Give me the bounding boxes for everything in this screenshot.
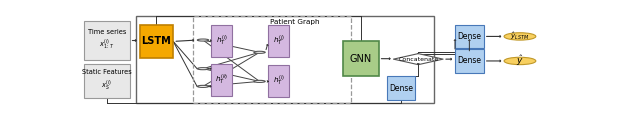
FancyBboxPatch shape [269,25,289,57]
FancyBboxPatch shape [343,41,379,76]
Text: LSTM: LSTM [141,36,172,46]
Text: Time series
$x_{1:T}^{(i)}$: Time series $x_{1:T}^{(i)}$ [88,29,126,52]
Text: Dense: Dense [458,56,481,65]
Circle shape [197,68,209,70]
Polygon shape [394,54,443,65]
Text: $\hat{y}_{LSTM}$: $\hat{y}_{LSTM}$ [510,31,529,42]
Circle shape [254,51,265,53]
FancyBboxPatch shape [84,64,129,98]
Bar [193,16,351,103]
Text: $h_T^{(l)}$: $h_T^{(l)}$ [273,74,285,88]
Circle shape [197,39,209,41]
FancyBboxPatch shape [211,64,232,96]
FancyBboxPatch shape [140,25,173,58]
Text: $h_T^{(i)}$: $h_T^{(i)}$ [216,34,228,48]
FancyBboxPatch shape [387,76,415,100]
Ellipse shape [504,57,536,65]
FancyBboxPatch shape [211,25,232,57]
Text: Concatenate: Concatenate [398,57,438,62]
Text: Patient Graph: Patient Graph [269,19,319,25]
Ellipse shape [504,33,536,40]
Text: $h_T^{(j)}$: $h_T^{(j)}$ [273,34,285,48]
Text: Dense: Dense [389,84,413,93]
Bar [136,16,434,103]
Text: Static Features
$x_S^{(i)}$: Static Features $x_S^{(i)}$ [82,69,132,93]
Text: GNN: GNN [349,54,372,64]
FancyBboxPatch shape [269,65,289,97]
Circle shape [197,85,209,87]
FancyBboxPatch shape [84,21,129,60]
Text: Dense: Dense [458,32,481,41]
FancyBboxPatch shape [455,25,484,48]
Circle shape [254,80,265,82]
Text: $h_T^{(k)}$: $h_T^{(k)}$ [215,73,228,87]
FancyBboxPatch shape [455,49,484,73]
Text: $\hat{y}$: $\hat{y}$ [516,54,524,68]
